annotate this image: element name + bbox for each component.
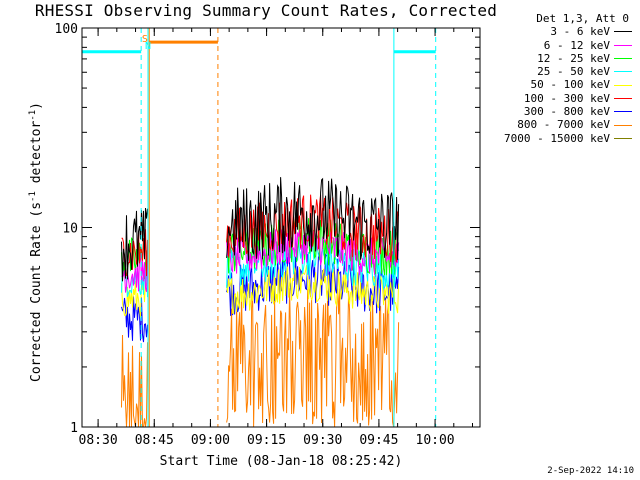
legend-item-3: 25 - 50 keV [482,65,632,78]
series-6-segment-0 [121,296,148,343]
legend-item-6: 300 - 800 keV [482,105,632,118]
series-7-segment-1 [226,288,400,427]
legend-label: 6 - 12 keV [543,38,610,52]
legend-swatch [614,137,632,139]
x-tick-label-0: 08:30 [79,433,118,448]
x-tick-label-1: 08:45 [135,433,174,448]
legend-label: 3 - 6 keV [550,25,610,39]
legend-swatch [614,84,632,86]
y-tick-label-2: 100 [55,22,78,37]
series-0-segment-1 [226,177,400,265]
x-tick-label-5: 09:45 [359,433,398,448]
legend-header: Det 1,3, Att 0 [536,12,629,25]
y-axis-label: Corrected Count Rate (s-1 detector-1) [27,102,45,382]
x-tick-label-3: 09:15 [247,433,286,448]
footer-timestamp: 2-Sep-2022 14:10 [547,466,634,476]
legend-swatch [614,111,632,113]
flag-s: S [142,34,148,45]
legend-label: 800 - 7000 keV [517,118,610,132]
legend-swatch [614,44,632,46]
legend-swatch [614,31,632,33]
flag-n: N [145,41,151,52]
legend-item-2: 12 - 25 keV [482,52,632,65]
legend-item-8: 7000 - 15000 keV [482,132,632,145]
series-5-segment-1 [226,194,400,263]
legend-label: 50 - 100 keV [530,78,610,92]
legend-swatch [614,71,632,73]
chart-title: RHESSI Observing Summary Count Rates, Co… [34,1,498,20]
legend-swatch [614,97,632,99]
axes-layer: 08:30 08:45 09:00 09:15 09:30 09:45 10:00 1 10 10… [55,22,481,448]
y-tick-label-1: 10 [62,222,78,237]
legend: Det 1,3, Att 0 3 - 6 keV 6 - 12 keV 12 - 2… [482,12,632,145]
x-tick-label-2: 09:00 [191,433,230,448]
legend-item-4: 50 - 100 keV [482,78,632,91]
legend-label: 300 - 800 keV [523,105,610,119]
x-tick-label-4: 09:30 [303,433,342,448]
x-axis-label: Start Time (08-Jan-18 08:25:42) [159,454,403,469]
legend-label: 100 - 300 keV [523,91,610,105]
series-4-segment-1 [226,265,400,315]
data-layer: SN [81,28,437,428]
legend-label: 7000 - 15000 keV [504,131,610,145]
legend-item-1: 6 - 12 keV [482,39,632,52]
legend-label: 25 - 50 keV [537,65,610,79]
legend-swatch [614,58,632,60]
legend-item-7: 800 - 7000 keV [482,118,632,131]
legend-swatch [614,124,632,126]
x-tick-label-6: 10:00 [416,433,455,448]
legend-item-5: 100 - 300 keV [482,92,632,105]
series-7-segment-0 [121,334,148,428]
legend-item-0: 3 - 6 keV [482,25,632,38]
series-1-segment-0 [121,253,148,293]
y-tick-label-0: 1 [70,421,78,436]
legend-label: 12 - 25 keV [537,51,610,65]
series-0-segment-0 [121,207,148,282]
